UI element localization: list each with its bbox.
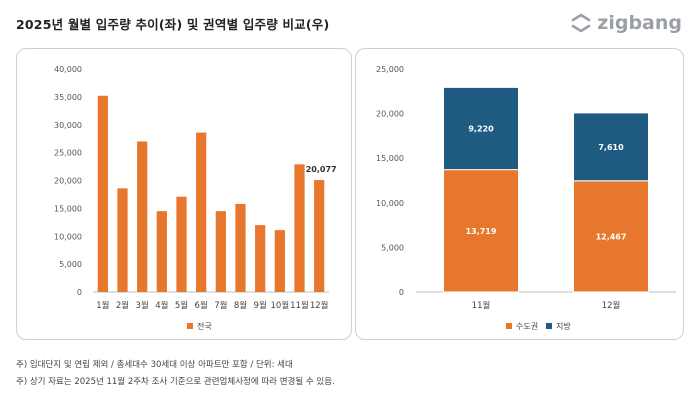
x-tick-label: 7월 bbox=[214, 300, 227, 311]
y-tick-label: 40,000 bbox=[54, 65, 82, 74]
region-chart-panel: 0 5,000 10,000 15,000 20,000 25,000 13,719 9,22… bbox=[355, 48, 684, 340]
x-tick-label: 10월 bbox=[271, 300, 290, 311]
y-tick-label: 20,000 bbox=[376, 110, 404, 119]
monthly-chart-panel: 0 5,000 10,000 15,000 20,000 25,000 30,000 35,0… bbox=[16, 48, 352, 340]
y-tick-label: 0 bbox=[399, 288, 404, 297]
zigbang-logo-icon bbox=[571, 13, 591, 33]
legend-swatch bbox=[506, 323, 512, 329]
region-compare-chart: 0 5,000 10,000 15,000 20,000 25,000 13,719 9,22… bbox=[376, 65, 676, 331]
page-title: 2025년 월별 입주량 추이(좌) 및 권역별 입주량 비교(우) bbox=[16, 17, 330, 32]
y-tick-label: 25,000 bbox=[376, 65, 404, 74]
bar-data-label: 20,077 bbox=[306, 165, 337, 174]
x-tick-label: 5월 bbox=[175, 300, 188, 311]
x-tick-label: 11월 bbox=[290, 300, 309, 311]
x-tick-label: 12월 bbox=[310, 300, 329, 311]
bar-7 bbox=[215, 211, 226, 292]
bar-8 bbox=[235, 203, 246, 292]
stacked-bar-수도권-11월 bbox=[443, 169, 519, 293]
legend-swatch bbox=[546, 323, 552, 329]
y-tick-label: 5,000 bbox=[59, 260, 82, 269]
x-tick-label: 12월 bbox=[602, 300, 621, 311]
zigbang-logo-text: zigbang bbox=[597, 12, 682, 34]
y-tick-label: 30,000 bbox=[54, 121, 82, 130]
segment-data-label: 12,467 bbox=[596, 232, 627, 241]
y-tick-label: 5,000 bbox=[381, 243, 404, 252]
bar-10 bbox=[274, 230, 285, 292]
x-tick-label: 2월 bbox=[116, 300, 129, 311]
bar-9 bbox=[255, 225, 266, 292]
y-tick-label: 10,000 bbox=[54, 232, 82, 241]
segment-data-label: 7,610 bbox=[598, 143, 624, 152]
segment-data-label: 9,220 bbox=[468, 125, 494, 134]
legend-label: 수도권 bbox=[516, 321, 538, 331]
y-tick-label: 25,000 bbox=[54, 149, 82, 158]
y-tick-label: 15,000 bbox=[376, 154, 404, 163]
legend-label: 지방 bbox=[556, 321, 571, 331]
x-tick-label: 3월 bbox=[136, 300, 149, 311]
x-tick-label: 4월 bbox=[155, 300, 168, 311]
footnote-2: 주) 상기 자료는 2025년 11월 2주차 조사 기준으로 관련업체사정에 … bbox=[16, 377, 335, 387]
bar-11 bbox=[294, 164, 305, 292]
bar-12 bbox=[314, 180, 325, 292]
x-tick-label: 6월 bbox=[195, 300, 208, 311]
bar-5 bbox=[176, 196, 187, 292]
y-tick-label: 20,000 bbox=[54, 177, 82, 186]
stacked-bar-지방-12월 bbox=[573, 112, 649, 182]
legend-swatch bbox=[187, 323, 193, 329]
y-tick-label: 35,000 bbox=[54, 93, 82, 102]
y-tick-label: 10,000 bbox=[376, 199, 404, 208]
legend-label: 전국 bbox=[197, 321, 212, 331]
x-tick-label: 11월 bbox=[472, 300, 491, 311]
bar-2 bbox=[117, 188, 128, 292]
zigbang-logo: zigbang bbox=[570, 12, 682, 34]
y-tick-label: 15,000 bbox=[54, 204, 82, 213]
stacked-bar-수도권-12월 bbox=[573, 180, 649, 293]
monthly-supply-chart: 0 5,000 10,000 15,000 20,000 25,000 30,000 35,0… bbox=[54, 65, 337, 331]
y-tick-label: 0 bbox=[77, 288, 82, 297]
x-tick-label: 8월 bbox=[234, 300, 247, 311]
bar-4 bbox=[156, 211, 167, 292]
bar-3 bbox=[137, 141, 148, 292]
x-tick-label: 9월 bbox=[254, 300, 267, 311]
stacked-bar-지방-11월 bbox=[443, 86, 519, 171]
x-tick-label: 1월 bbox=[96, 300, 109, 311]
bar-6 bbox=[196, 132, 207, 292]
bar-1 bbox=[97, 95, 108, 292]
segment-data-label: 13,719 bbox=[466, 227, 497, 236]
footnote-1: 주) 임대단지 및 연립 제외 / 총세대수 30세대 이상 아파트만 포함 /… bbox=[16, 360, 293, 370]
